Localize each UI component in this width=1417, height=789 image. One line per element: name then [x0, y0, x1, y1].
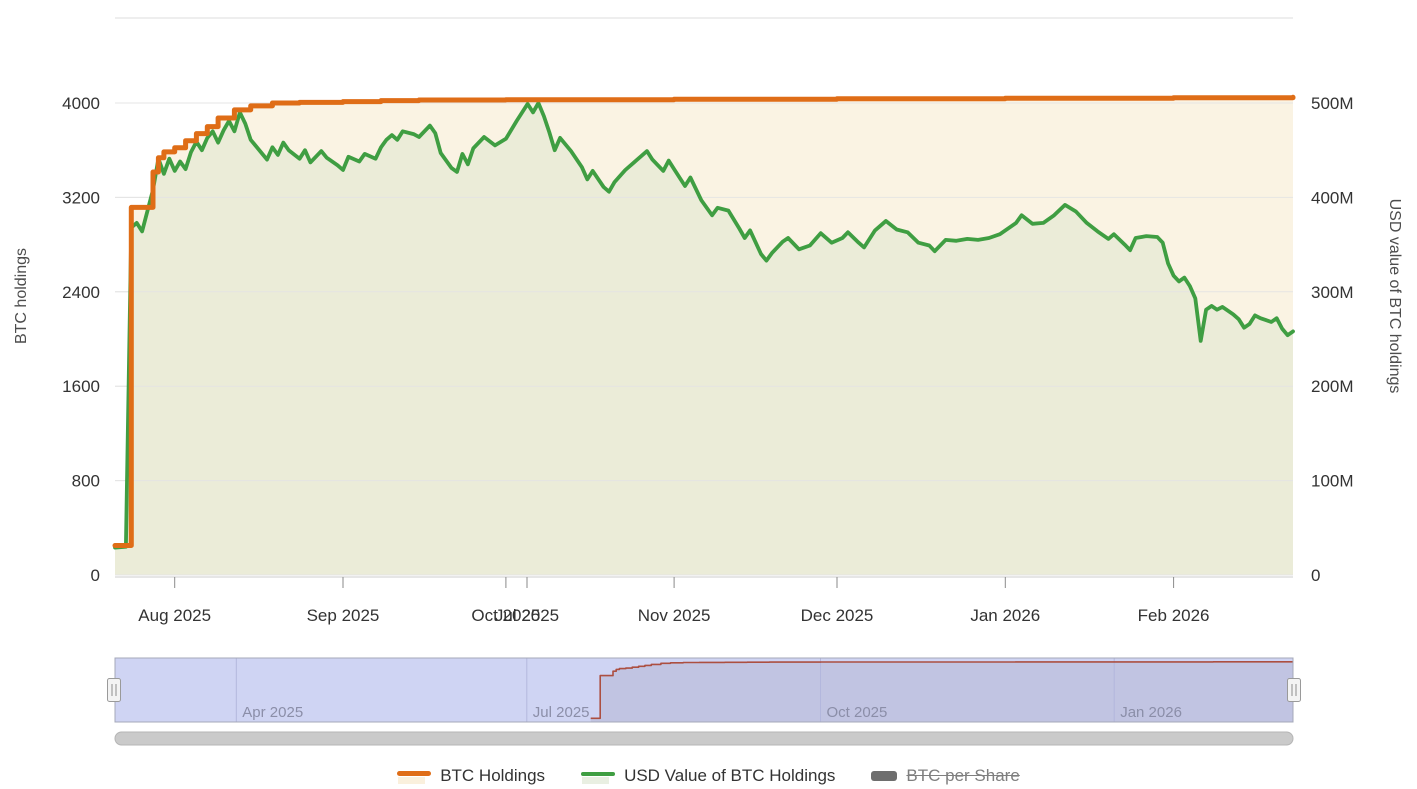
x-axis-tick-label: Jul 2025	[495, 606, 559, 625]
scrollbar-thumb[interactable]	[114, 731, 1294, 746]
navigator-tick-label: Jan 2026	[1120, 704, 1182, 721]
navigator-right-handle[interactable]	[1287, 678, 1301, 702]
navigator-series-area	[590, 661, 1293, 722]
legend-label: USD Value of BTC Holdings	[624, 766, 836, 785]
y-axis-right-title: USD value of BTC holdings	[1386, 199, 1403, 394]
navigator-tick-label: Apr 2025	[242, 704, 303, 721]
y-axis-left-tick-label: 2400	[62, 283, 100, 302]
y-axis-left-tick-label: 3200	[62, 188, 100, 207]
usd-value-line[interactable]	[113, 101, 1295, 550]
series-areas	[115, 97, 1293, 576]
legend-item-usd-value[interactable]: USD Value of BTC Holdings	[581, 766, 835, 786]
x-axis-tick-label: Nov 2025	[638, 606, 711, 625]
scrollbar	[114, 731, 1294, 746]
x-axis-tick-label: Jan 2026	[970, 606, 1040, 625]
x-axis-tick-label: Sep 2025	[307, 606, 380, 625]
y-axis-right-tick-label: 400M	[1311, 188, 1354, 207]
legend-label: BTC Holdings	[440, 766, 546, 785]
handle-grip-icon	[107, 678, 121, 702]
navigator-mask[interactable]	[115, 658, 1293, 722]
btc-holdings-line[interactable]	[112, 94, 1296, 548]
x-axis-tick-label: Oct 2025	[471, 606, 540, 625]
navigator-tick-label: Oct 2025	[827, 704, 888, 721]
legend-label: BTC per Share	[906, 766, 1020, 785]
x-axis-tick-label: Aug 2025	[138, 606, 211, 625]
axis-lines-and-ticks	[115, 576, 1293, 588]
navigator-series-line	[590, 661, 1293, 720]
y-axis-left-labels: 0 800 1600 2400 3200 4000	[62, 94, 100, 585]
handle-grip-icon	[1287, 678, 1301, 702]
y-axis-right-tick-label: 200M	[1311, 377, 1354, 396]
navigator-left-handle[interactable]	[107, 678, 121, 702]
x-axis-tick-label: Dec 2025	[801, 606, 874, 625]
y-axis-right-tick-label: 0	[1311, 566, 1320, 585]
y-axis-left-title: BTC holdings	[13, 248, 30, 344]
legend: BTC Holdings USD Value of BTC Holdings B…	[0, 766, 1417, 786]
btc-holdings-legend-marker	[397, 768, 432, 784]
y-axis-left-tick-label: 1600	[62, 377, 100, 396]
usd-value-area	[115, 103, 1293, 575]
navigator: Apr 2025 Jul 2025 Oct 2025 Jan 2026	[107, 657, 1301, 723]
usd-value-legend-marker	[581, 768, 616, 784]
y-axis-left-tick-label: 800	[72, 472, 100, 491]
y-axis-right-tick-label: 100M	[1311, 472, 1354, 491]
btc-per-share-legend-marker	[871, 771, 898, 781]
y-axis-right-labels: 0 100M 200M 300M 400M 500M	[1311, 94, 1354, 585]
x-axis-labels: Aug 2025 Sep 2025 Oct 2025 Nov 2025 Dec 2025…	[138, 606, 1209, 625]
legend-item-btc-per-share[interactable]: BTC per Share	[871, 766, 1020, 786]
y-axis-right-tick-label: 300M	[1311, 283, 1354, 302]
legend-item-btc-holdings[interactable]: BTC Holdings	[397, 766, 545, 786]
y-axis-left-tick-label: 0	[91, 566, 100, 585]
series-lines	[112, 94, 1296, 550]
y-axis-right-tick-label: 500M	[1311, 94, 1354, 113]
x-axis-tick-label: Feb 2026	[1138, 606, 1210, 625]
y-axis-left-tick-label: 4000	[62, 94, 100, 113]
navigator-tick-label: Jul 2025	[533, 704, 590, 721]
